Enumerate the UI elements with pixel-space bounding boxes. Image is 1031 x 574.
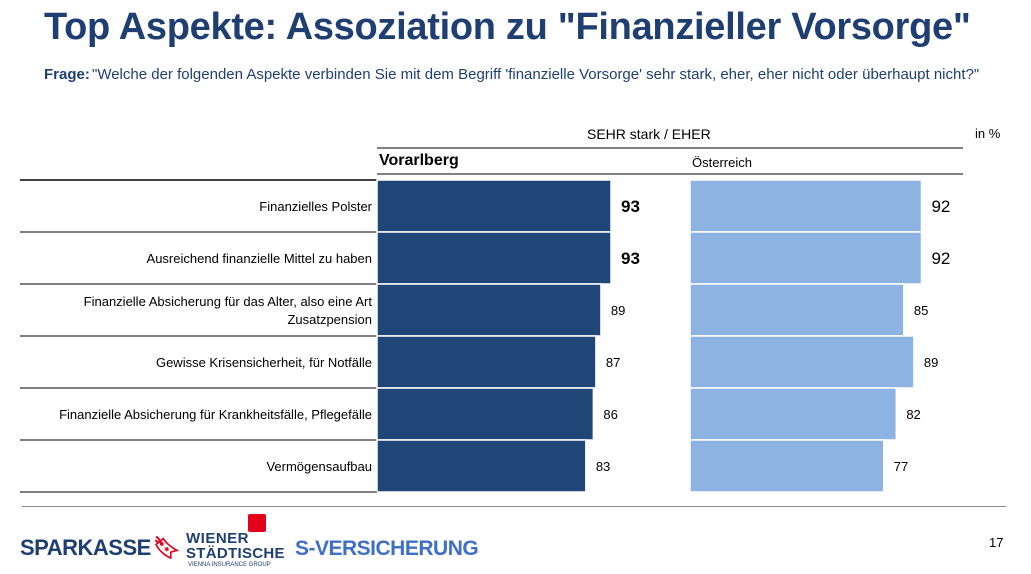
category-label: Finanzielles Polster xyxy=(259,199,372,214)
category-label: Vermögensaufbau xyxy=(266,459,372,474)
bar-oesterreich xyxy=(689,387,898,441)
data-label-vorarlberg: 83 xyxy=(596,459,610,474)
data-label-oesterreich: 89 xyxy=(924,355,938,370)
bar-oesterreich xyxy=(689,283,905,337)
data-label-oesterreich: 92 xyxy=(931,197,950,216)
bar-oesterreich xyxy=(689,231,923,285)
bar-vorarlberg xyxy=(376,231,612,285)
bar-vorarlberg xyxy=(376,283,602,337)
data-label-vorarlberg: 93 xyxy=(621,197,640,216)
unit-label: in % xyxy=(975,126,1001,141)
data-label-oesterreich: 85 xyxy=(914,303,928,318)
data-label-oesterreich: 82 xyxy=(906,407,920,422)
bar-oesterreich xyxy=(689,335,915,389)
data-label-oesterreich: 92 xyxy=(931,249,950,268)
bar-vorarlberg xyxy=(376,335,597,389)
s-versicherung-logo: S-VERSICHERUNG xyxy=(295,537,479,560)
category-label: Finanzielle Absicherung für Krankheitsfä… xyxy=(59,407,372,422)
bar-vorarlberg xyxy=(376,387,595,441)
bar-vorarlberg xyxy=(376,439,587,493)
data-label-oesterreich: 77 xyxy=(894,459,908,474)
question-label: Frage: xyxy=(44,66,90,83)
page-number: 17 xyxy=(989,535,1004,550)
measure-header: SEHR stark / EHER xyxy=(587,126,711,142)
question-text: "Welche der folgenden Aspekte verbinden … xyxy=(92,66,980,83)
category-label: Ausreichend finanzielle Mittel zu haben xyxy=(147,251,372,266)
data-label-vorarlberg: 86 xyxy=(603,407,617,422)
data-label-vorarlberg: 93 xyxy=(621,249,640,268)
data-label-vorarlberg: 89 xyxy=(611,303,625,318)
series-label-vorarlberg: Vorarlberg xyxy=(379,152,459,169)
page-title: Top Aspekte: Assoziation zu "Finanzielle… xyxy=(44,6,971,48)
bar-oesterreich xyxy=(689,439,885,493)
series-label-oesterreich: Österreich xyxy=(692,155,752,170)
category-label: Gewisse Krisensicherheit, für Notfälle xyxy=(156,355,372,370)
footer-divider xyxy=(22,506,1006,507)
data-label-vorarlberg: 87 xyxy=(606,355,620,370)
shield-icon xyxy=(248,514,266,532)
bar-vorarlberg xyxy=(376,179,612,233)
sparkasse-logo: SPARKASSE🔖︎ xyxy=(20,535,181,560)
category-label: Finanzielle Absicherung für das Alter, a… xyxy=(84,294,373,327)
bar-oesterreich xyxy=(689,179,923,233)
